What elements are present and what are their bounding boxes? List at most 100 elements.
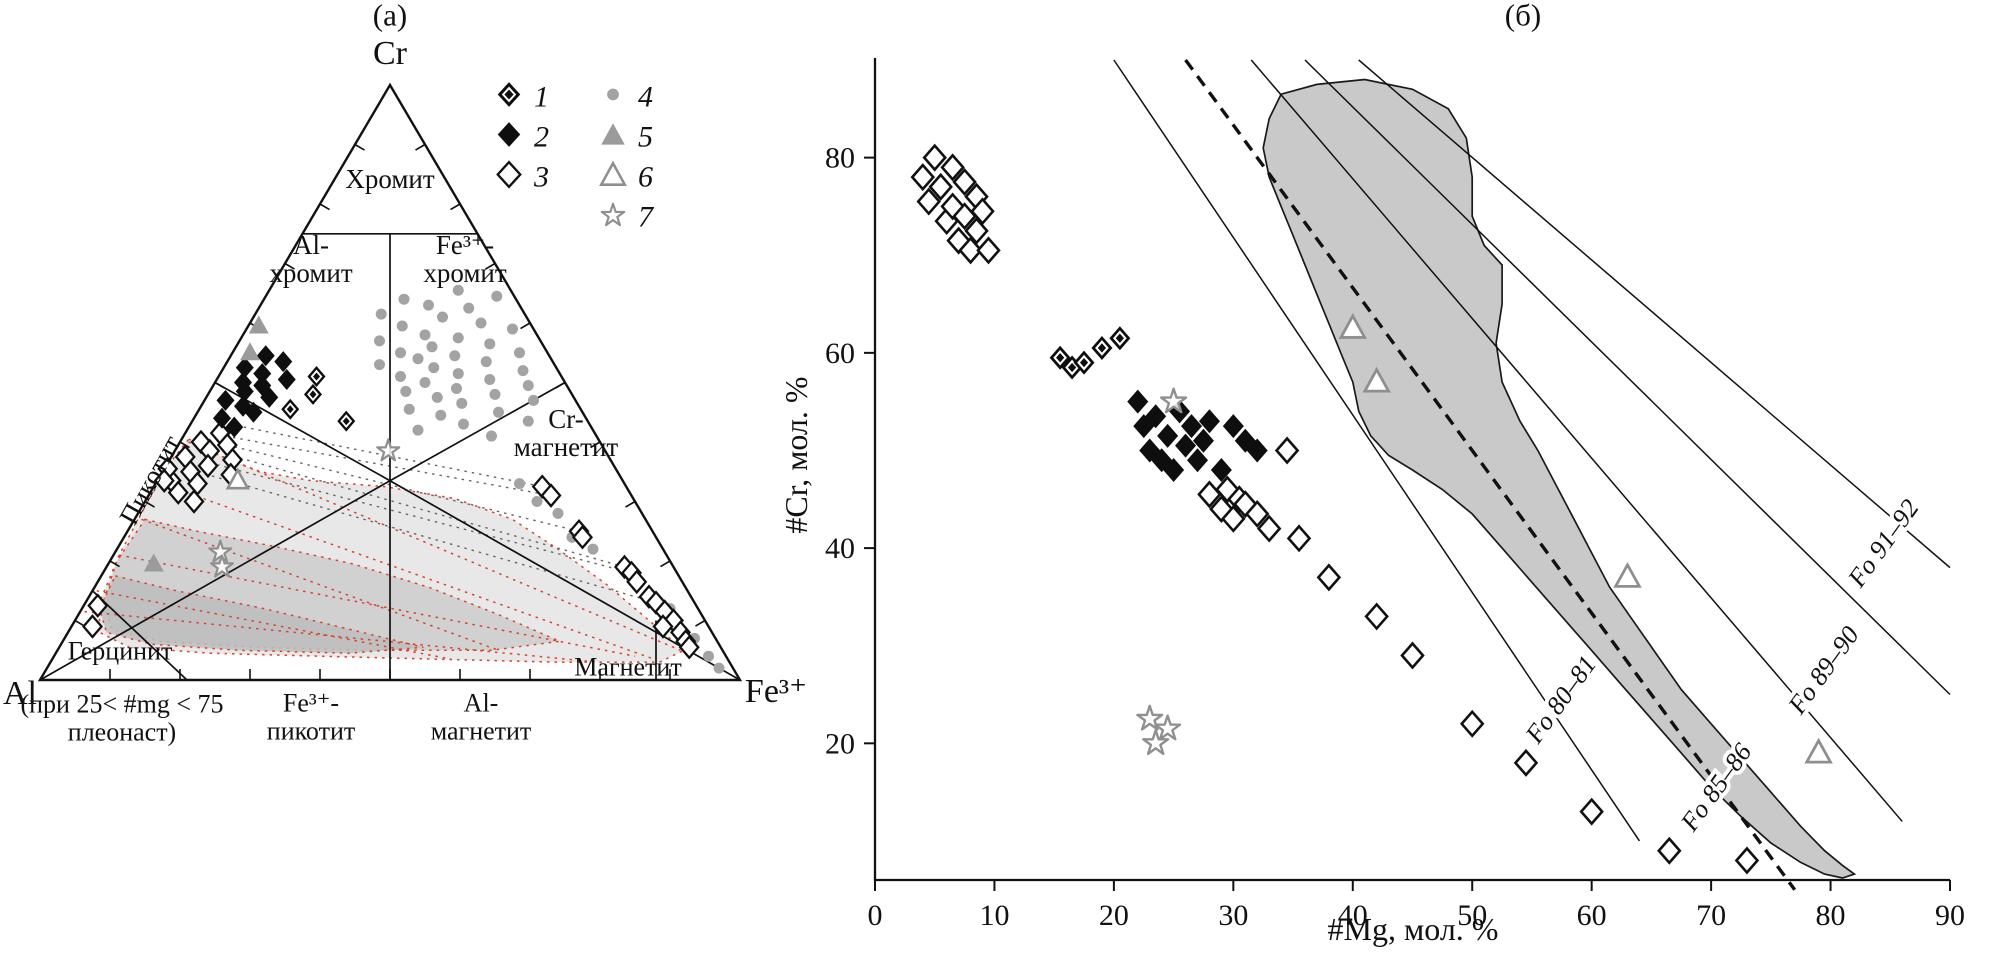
dark-dotted-tie-line bbox=[225, 435, 552, 497]
x-tick-label: 20 bbox=[1099, 899, 1129, 932]
gray-circle-point bbox=[491, 290, 503, 302]
field-label-al-chromite-line1: Al- bbox=[293, 229, 329, 260]
gray-circle-icon bbox=[598, 80, 628, 115]
gray-circle-point bbox=[484, 338, 496, 350]
gray-circle-point bbox=[522, 415, 534, 427]
filled-diamond-point bbox=[213, 407, 231, 429]
open-triangle-point bbox=[1338, 313, 1368, 339]
open-diamond-point bbox=[928, 172, 953, 201]
open-triangle-icon bbox=[598, 160, 628, 195]
filled-diamond-point bbox=[1157, 423, 1179, 448]
x-tick-label: 70 bbox=[1696, 899, 1726, 932]
open-diamond-point bbox=[940, 153, 965, 182]
field-label-al-magnetite-line1: Al- bbox=[463, 688, 499, 718]
gray-circle-point bbox=[528, 394, 539, 406]
gray-circle-point bbox=[419, 377, 431, 388]
open-diamond-point bbox=[1316, 563, 1342, 592]
field-label-fe3-picotite-line1: Fe³⁺- bbox=[282, 688, 340, 718]
filled-diamond-point bbox=[1198, 409, 1220, 434]
gray-circle-point bbox=[374, 335, 385, 347]
gray-circle-point bbox=[449, 350, 461, 362]
double-diamond-inner bbox=[1095, 340, 1109, 356]
field-label-cr-magnetite-line2: магнетит bbox=[513, 431, 619, 462]
double-diamond-inner bbox=[1053, 349, 1067, 366]
red-dotted-tie-line bbox=[118, 554, 636, 657]
filled-diamond-point bbox=[274, 351, 293, 373]
open-diamond-point bbox=[81, 614, 104, 639]
open-star-point bbox=[1154, 714, 1182, 741]
double-diamond-point bbox=[1073, 350, 1095, 375]
gray-circle-point bbox=[489, 388, 501, 400]
open-diamond-point bbox=[1400, 641, 1425, 670]
gray-circle-point bbox=[522, 379, 534, 391]
gray-triangle-icon bbox=[598, 120, 628, 155]
gray-circle-point bbox=[396, 320, 408, 332]
red-dotted-tie-line bbox=[141, 518, 499, 652]
panel-b-title: (б) bbox=[1504, 0, 1542, 33]
filled-diamond-point bbox=[1210, 458, 1232, 482]
gray-circle-point bbox=[486, 430, 497, 442]
filled-diamond-point bbox=[216, 389, 235, 411]
open-diamond-point bbox=[153, 468, 175, 493]
filled-diamond-point bbox=[1175, 433, 1197, 458]
ternary-edge-tick bbox=[284, 262, 295, 270]
open-star-point bbox=[376, 438, 401, 462]
open-diamond-point bbox=[1364, 602, 1389, 631]
legend-item-1: 1 bbox=[494, 80, 549, 115]
double-diamond-point bbox=[281, 398, 300, 420]
legend-item-7: 7 bbox=[598, 200, 653, 235]
ternary-series-triangle-open bbox=[225, 467, 250, 490]
gray-circle-point bbox=[475, 317, 487, 329]
double-diamond-point bbox=[307, 366, 326, 388]
field-label-al-chromite-line2: хромит bbox=[269, 257, 353, 288]
gray-circle-point bbox=[423, 299, 434, 311]
gray-triangle-point bbox=[240, 342, 260, 361]
open-star-point bbox=[1142, 729, 1170, 756]
filled-diamond-point bbox=[244, 401, 263, 423]
field-boundary-line bbox=[39, 479, 391, 681]
double-diamond-point bbox=[337, 410, 356, 432]
gray-circle-point bbox=[419, 329, 431, 341]
open-diamond-point bbox=[571, 524, 594, 550]
legend-item-2: 2 bbox=[494, 120, 549, 155]
legend-item-5: 5 bbox=[598, 120, 653, 155]
filled-diamond-point bbox=[235, 380, 254, 402]
filled-diamond-point bbox=[256, 345, 275, 367]
open-star-point bbox=[210, 554, 234, 578]
double-diamond-icon bbox=[494, 80, 524, 115]
gray-circle-point bbox=[507, 323, 518, 335]
dark-dotted-tie-line bbox=[209, 462, 632, 574]
gray-circle-point bbox=[463, 302, 475, 314]
gray-circle-point bbox=[412, 424, 424, 436]
fo-isopleth bbox=[1358, 59, 1951, 569]
ternary-series-diamond-filled bbox=[213, 345, 296, 438]
x-tick-label: 40 bbox=[1338, 899, 1368, 932]
open-diamond-point bbox=[976, 236, 1001, 265]
open-diamond-point bbox=[940, 192, 965, 221]
filled-diamond-point bbox=[277, 369, 296, 391]
double-diamond-point bbox=[304, 383, 322, 405]
open-star-point bbox=[1136, 704, 1164, 731]
filled-diamond-point bbox=[1192, 428, 1214, 453]
field-boundary-line bbox=[91, 590, 188, 681]
ternary-edge-tick bbox=[625, 500, 636, 508]
x-tick-label: 50 bbox=[1457, 899, 1487, 932]
scatter-series-diamond-filled bbox=[1127, 389, 1268, 482]
gray-circle-point bbox=[426, 341, 438, 353]
open-diamond-point bbox=[1657, 836, 1682, 865]
open-diamond-point bbox=[1286, 524, 1312, 553]
mantle-array-field bbox=[1262, 78, 1857, 879]
legend-item-label: 3 bbox=[534, 160, 549, 193]
ternary-series-diamond-open bbox=[81, 420, 700, 660]
gray-circle-point bbox=[587, 543, 599, 555]
legend-item-3: 3 bbox=[494, 160, 549, 195]
ternary-diagram bbox=[37, 82, 743, 682]
open-diamond-point bbox=[1233, 490, 1258, 519]
y-tick-label: 20 bbox=[825, 727, 855, 760]
ternary-edge-tick bbox=[485, 262, 496, 270]
gray-circle-point bbox=[713, 662, 725, 674]
fo-isopleth bbox=[1113, 59, 1641, 842]
open-diamond-point bbox=[167, 480, 189, 505]
